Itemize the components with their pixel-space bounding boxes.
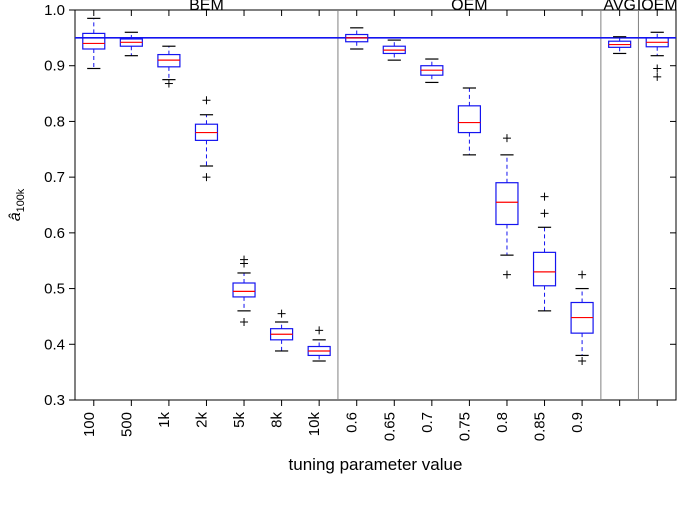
x-tick-label: 0.9 <box>569 412 586 433</box>
y-tick-label: 1.0 <box>44 2 65 19</box>
x-tick-label: 8k <box>269 412 286 428</box>
y-tick-label: 0.8 <box>44 113 65 130</box>
chart-svg: 0.30.40.50.60.70.80.91.0â100k1005001k2k… <box>0 0 685 507</box>
x-tick-label: 0.65 <box>381 412 398 441</box>
x-tick-label: 500 <box>118 412 135 437</box>
x-tick-label: 2k <box>193 412 210 428</box>
section-label: OEM <box>451 0 487 14</box>
section-label: IOEM <box>637 0 678 14</box>
x-tick-label: 0.7 <box>419 412 436 433</box>
y-tick-label: 0.4 <box>44 336 65 353</box>
x-axis-label: tuning parameter value <box>289 455 463 474</box>
y-tick-label: 0.7 <box>44 169 65 186</box>
x-tick-label: 1k <box>156 412 173 428</box>
y-tick-label: 0.9 <box>44 58 65 75</box>
y-tick-label: 0.5 <box>44 281 65 298</box>
x-tick-label: 0.8 <box>494 412 511 433</box>
x-tick-label: 0.85 <box>532 412 549 441</box>
y-tick-label: 0.6 <box>44 225 65 242</box>
section-label: AVG <box>603 0 636 14</box>
x-tick-label: 5k <box>231 412 248 428</box>
section-label: BEM <box>189 0 224 14</box>
x-tick-label: 0.6 <box>344 412 361 433</box>
x-tick-label: 100 <box>81 412 98 437</box>
x-tick-label: 10k <box>306 412 323 437</box>
y-tick-label: 0.3 <box>44 392 65 409</box>
x-tick-label: 0.75 <box>456 412 473 441</box>
boxplot-chart: 0.30.40.50.60.70.80.91.0â100k1005001k2k… <box>0 0 685 512</box>
